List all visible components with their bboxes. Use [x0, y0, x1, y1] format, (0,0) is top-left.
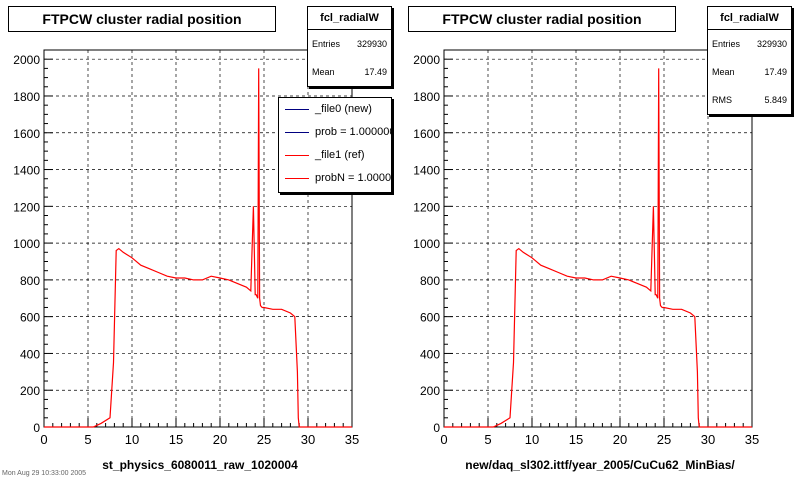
- right-plot: 0 5 10 15 20 25 30 35 0 200 400 600 800 1000 1200 1400 1…: [413, 49, 759, 447]
- legend-swatch: [285, 155, 309, 156]
- left-x-caption: st_physics_6080011_raw_1020004: [102, 458, 298, 472]
- x-tick-label: 25: [257, 432, 271, 447]
- stats-label: Mean: [312, 67, 335, 77]
- legend-label: prob = 1.000000: [315, 126, 392, 138]
- y-tick-label: 0: [433, 421, 440, 435]
- legend-entry: _file0 (new): [279, 98, 391, 121]
- x-tick-label: 20: [213, 432, 227, 447]
- series-line: [44, 68, 352, 428]
- legend-entry: prob = 1.000000: [279, 121, 391, 144]
- y-tick-label: 800: [20, 274, 40, 288]
- right-stats-box: fcl_radialW Entries 329930 Mean 17.49 RM…: [707, 6, 792, 115]
- y-tick-label: 0: [33, 421, 40, 435]
- right-chart-title: FTPCW cluster radial position: [408, 6, 676, 32]
- right-x-caption: new/daq_sl302.ittf/year_2005/CuCu62_MinB…: [465, 458, 735, 472]
- x-tick-label: 5: [84, 432, 91, 447]
- stats-label: Entries: [312, 39, 341, 49]
- y-tick-label: 800: [420, 274, 440, 288]
- stats-value: 329930: [356, 39, 387, 49]
- y-tick-label: 400: [20, 347, 40, 361]
- legend-label: _file1 (ref): [315, 149, 365, 161]
- y-tick-label: 1200: [13, 200, 40, 214]
- legend-swatch: [285, 178, 309, 179]
- y-tick-label: 1000: [413, 237, 440, 251]
- y-tick-label: 2000: [413, 53, 440, 67]
- plot-frame: [43, 49, 353, 428]
- stats-value: 329930: [756, 39, 787, 49]
- right-stats-row: Entries 329930: [708, 30, 791, 58]
- left-panel: 0 5 10 15 20 25 30 35 0 200 400 600 800 1000 1200 1400 1…: [2, 6, 392, 477]
- x-tick-label: 30: [701, 432, 715, 447]
- stats-value: 17.49: [764, 67, 787, 77]
- y-tick-label: 200: [20, 384, 40, 398]
- legend-entry: probN = 1.000000: [279, 167, 391, 190]
- x-tick-label: 30: [301, 432, 315, 447]
- x-tick-label: 20: [613, 432, 627, 447]
- right-stats-name: fcl_radialW: [708, 7, 791, 30]
- left-stats-row: Mean 17.49: [308, 58, 391, 86]
- plot-frame: [443, 49, 753, 428]
- x-tick-label: 25: [657, 432, 671, 447]
- right-panel: 0 5 10 15 20 25 30 35 0 200 400 600 800 1000 1200 1400 1…: [400, 0, 800, 480]
- legend-label: _file0 (new): [315, 103, 372, 115]
- x-tick-label: 35: [345, 432, 359, 447]
- y-tick-label: 400: [420, 347, 440, 361]
- y-tick-label: 1000: [13, 237, 40, 251]
- x-tick-label: 0: [40, 432, 47, 447]
- legend-label: probN = 1.000000: [315, 172, 392, 184]
- y-tick-label: 1400: [13, 164, 40, 178]
- legend-entry: _file1 (ref): [279, 144, 391, 167]
- x-tick-label: 10: [525, 432, 539, 447]
- right-stats-row: RMS 5.849: [708, 86, 791, 114]
- series-line: [444, 68, 752, 428]
- stats-label: Mean: [712, 67, 735, 77]
- y-tick-label: 600: [20, 311, 40, 325]
- legend-swatch: [285, 132, 309, 133]
- x-tick-label: 0: [440, 432, 447, 447]
- x-tick-label: 15: [169, 432, 183, 447]
- stats-label: Entries: [712, 39, 741, 49]
- x-tick-label: 35: [745, 432, 759, 447]
- x-tick-label: 15: [569, 432, 583, 447]
- left-stats-row: Entries 329930: [308, 30, 391, 58]
- y-tick-label: 1200: [413, 200, 440, 214]
- stats-value: 5.849: [764, 95, 787, 105]
- footer-text: Mon Aug 29 10:33:00 2005: [2, 470, 87, 477]
- right-stats-row: Mean 17.49: [708, 58, 791, 86]
- y-tick-label: 1600: [13, 127, 40, 141]
- y-tick-label: 1400: [413, 164, 440, 178]
- left-chart-title: FTPCW cluster radial position: [8, 6, 276, 32]
- legend-swatch: [285, 109, 309, 110]
- y-tick-label: 2000: [13, 53, 40, 67]
- y-tick-label: 600: [420, 311, 440, 325]
- x-tick-label: 5: [484, 432, 491, 447]
- stats-value: 17.49: [364, 67, 387, 77]
- x-tick-label: 10: [125, 432, 139, 447]
- left-stats-name: fcl_radialW: [308, 7, 391, 30]
- y-tick-label: 1800: [13, 90, 40, 104]
- y-tick-label: 200: [420, 384, 440, 398]
- stats-label: RMS: [712, 95, 732, 105]
- y-tick-label: 1800: [413, 90, 440, 104]
- legend: _file0 (new) prob = 1.000000 _file1 (ref…: [278, 97, 392, 193]
- left-stats-box: fcl_radialW Entries 329930 Mean 17.49: [307, 6, 392, 87]
- y-tick-label: 1600: [413, 127, 440, 141]
